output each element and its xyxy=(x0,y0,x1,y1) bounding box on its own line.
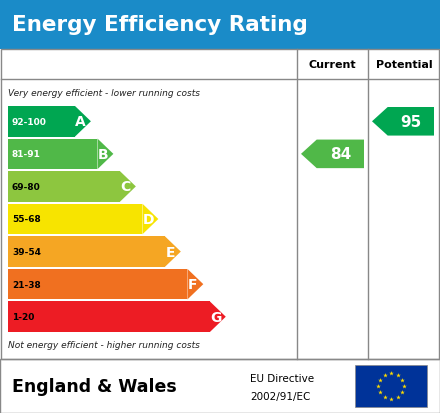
Text: 95: 95 xyxy=(400,114,422,129)
Text: F: F xyxy=(188,278,198,292)
Text: 69-80: 69-80 xyxy=(12,183,41,192)
Polygon shape xyxy=(210,302,226,332)
Bar xyxy=(8,139,98,170)
Polygon shape xyxy=(120,172,136,202)
Bar xyxy=(8,172,120,202)
Text: 21-38: 21-38 xyxy=(12,280,41,289)
Text: 39-54: 39-54 xyxy=(12,247,41,256)
Bar xyxy=(355,365,427,407)
Text: B: B xyxy=(98,147,108,161)
Text: Not energy efficient - higher running costs: Not energy efficient - higher running co… xyxy=(8,341,200,350)
Polygon shape xyxy=(187,269,203,300)
Bar xyxy=(8,302,210,332)
Text: 84: 84 xyxy=(330,147,351,162)
Bar xyxy=(8,107,75,137)
Text: C: C xyxy=(121,180,131,194)
Text: Potential: Potential xyxy=(376,60,433,70)
Text: G: G xyxy=(210,310,221,324)
Text: Energy Efficiency Rating: Energy Efficiency Rating xyxy=(12,15,308,35)
Bar xyxy=(0,0,440,50)
Text: 55-68: 55-68 xyxy=(12,215,41,224)
Text: 92-100: 92-100 xyxy=(12,118,47,126)
Text: EU Directive: EU Directive xyxy=(250,373,314,383)
Text: Very energy efficient - lower running costs: Very energy efficient - lower running co… xyxy=(8,89,200,98)
Text: 1-20: 1-20 xyxy=(12,313,34,321)
Bar xyxy=(8,269,187,300)
Polygon shape xyxy=(372,108,434,136)
Polygon shape xyxy=(98,139,114,170)
Text: Current: Current xyxy=(309,60,356,70)
Polygon shape xyxy=(165,237,181,267)
Polygon shape xyxy=(75,107,91,137)
Polygon shape xyxy=(143,204,158,235)
Text: 2002/91/EC: 2002/91/EC xyxy=(250,391,310,401)
Bar xyxy=(1,50,439,359)
Text: 81-91: 81-91 xyxy=(12,150,41,159)
Text: A: A xyxy=(75,115,86,129)
Bar xyxy=(0,359,440,413)
Text: D: D xyxy=(142,212,154,226)
Text: England & Wales: England & Wales xyxy=(12,377,177,395)
Polygon shape xyxy=(301,140,364,169)
Bar xyxy=(8,237,165,267)
Text: E: E xyxy=(166,245,175,259)
Bar xyxy=(8,204,143,235)
